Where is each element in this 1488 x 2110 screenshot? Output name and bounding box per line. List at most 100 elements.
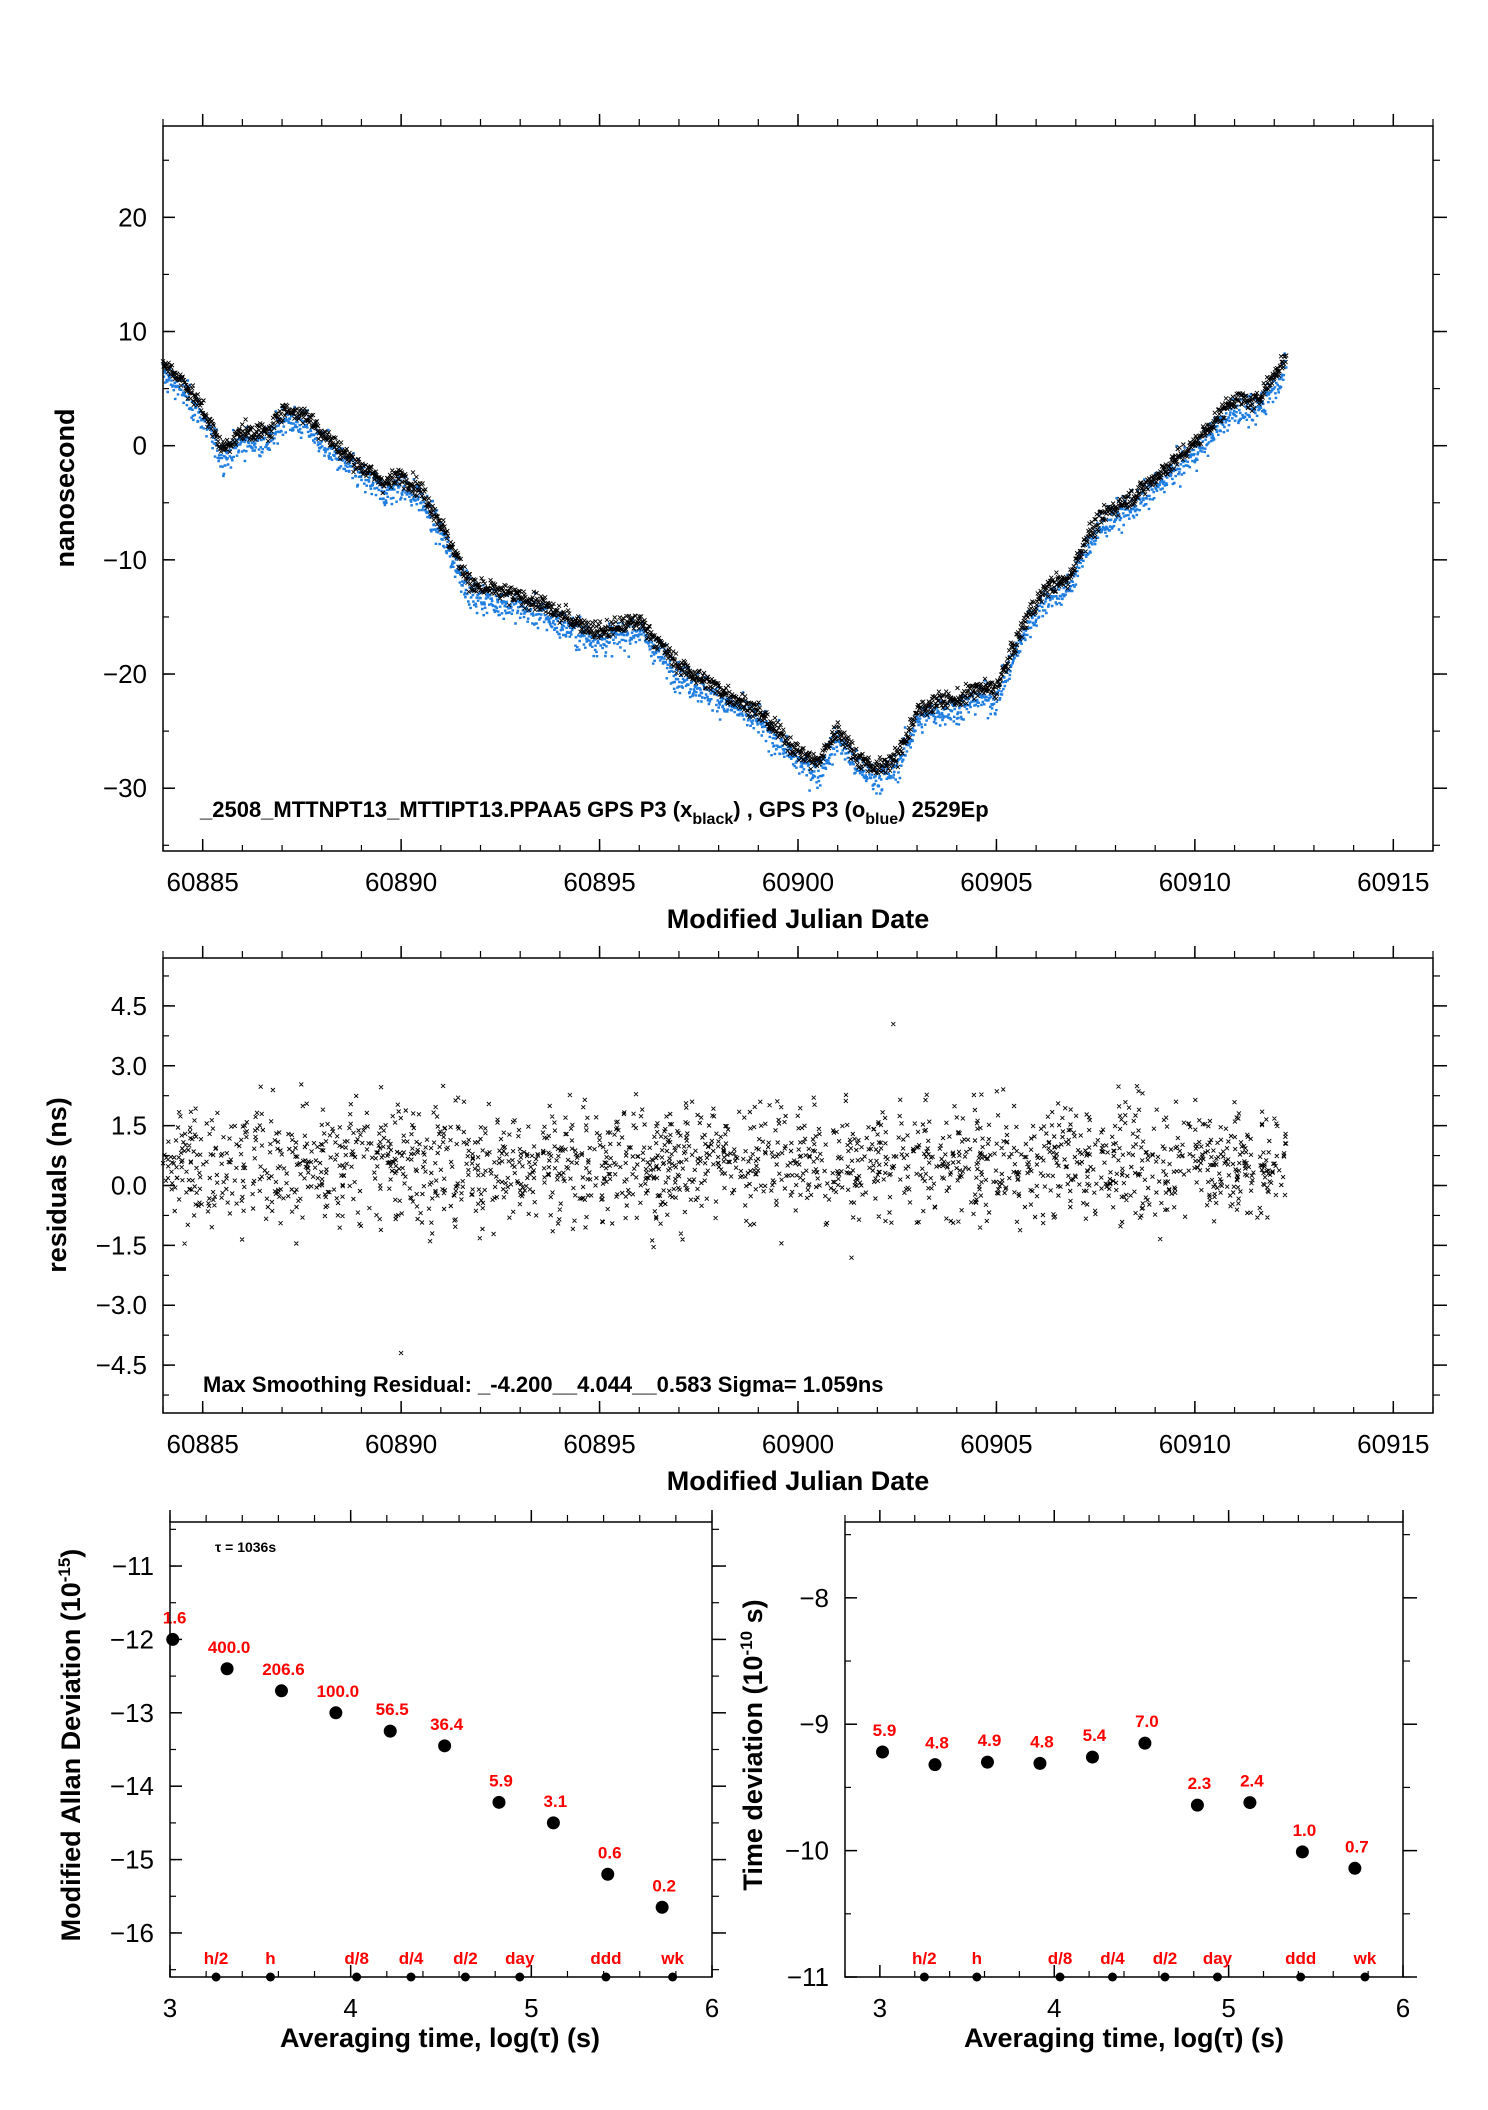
residuals-ticks: 60885 60890 60895 60900 60905 60910 60915 4.5 3.…: [96, 946, 1447, 1459]
timeseries-title: _2508_MTTNPT13_MTTIPT13.PPAA5 GPS P3 (xb…: [199, 797, 989, 828]
tdev-y-label: Time deviation (10-10 s): [737, 1599, 768, 1890]
timescale-marker-label: h/2: [204, 1949, 229, 1968]
stability-point: [438, 1739, 452, 1753]
timescale-marker-label: ddd: [590, 1949, 621, 1968]
stability-point: [546, 1816, 560, 1830]
stability-point: [875, 1745, 889, 1759]
point-value-label: 5.4: [1083, 1726, 1107, 1745]
y-tick-label: −3.0: [96, 1290, 147, 1320]
stability-point: [383, 1724, 397, 1738]
x-tick-label: 60900: [762, 1429, 834, 1459]
y-tick-label: −4.5: [96, 1350, 147, 1380]
stability-point: [1348, 1861, 1362, 1875]
y-tick-label: 0: [133, 431, 147, 461]
stability-point: [220, 1662, 234, 1676]
point-value-label: 2.4: [1240, 1772, 1264, 1791]
y-tick-label: 3.0: [111, 1051, 147, 1081]
y-tick-label: −8: [799, 1583, 829, 1613]
y-tick-label: 20: [118, 202, 147, 232]
timeseries-ticks: 60885 60890 60895 60900 60905 60910 60915 20 10 0…: [103, 114, 1447, 897]
point-value-label: 100.0: [317, 1682, 360, 1701]
title-mid: ) , GPS P3 (o: [733, 797, 865, 822]
point-value-label: 56.5: [376, 1700, 409, 1719]
title-black-sub: black: [692, 811, 733, 828]
tdev-y-label-end: s): [738, 1599, 768, 1631]
point-value-label: 4.9: [978, 1731, 1002, 1750]
residuals-y-label: residuals (ns): [42, 1097, 72, 1273]
tdev-marks: 5.9 4.8 4.9 4.8 5.4 7.0 2.3 2.4 1.0 0.7 h/2 h d/8 d/4…: [873, 1712, 1377, 1982]
mdev-ticks: 3 4 5 6 −11 −12 −13 −14 −15 −16: [110, 1510, 726, 2023]
mdev-y-label-main: Modified Allan Deviation (10: [56, 1582, 86, 1941]
point-value-label: 400.0: [208, 1638, 251, 1657]
timescale-marker-label: d/8: [1048, 1949, 1073, 1968]
x-tick-label: 60910: [1159, 1429, 1231, 1459]
x-tick-label: 60895: [563, 867, 635, 897]
point-value-label: 0.2: [652, 1876, 676, 1895]
y-tick-label: −11: [112, 1551, 154, 1581]
timeseries-x-label: Modified Julian Date: [667, 904, 930, 934]
timescale-marker-label: day: [505, 1949, 535, 1968]
timescale-marker-label: h: [972, 1949, 982, 1968]
residual-marks: [160, 1021, 1289, 1356]
x-tick-label: 4: [343, 1993, 357, 2023]
x-tick-label: 60915: [1357, 1429, 1429, 1459]
x-tick-label: 60885: [167, 1429, 239, 1459]
mdev-marks: 1.6 400.0 206.6 100.0 56.5 36.4 5.9 3.1 0.6 0.2 h/…: [163, 1608, 684, 1982]
title-main: _2508_MTTNPT13_MTTIPT13.PPAA5 GPS P3 (x: [199, 797, 693, 822]
panel-residuals: 60885 60890 60895 60900 60905 60910 60915 4.5 3.…: [42, 946, 1447, 1496]
tau-note: τ = 1036s: [215, 1539, 276, 1555]
panel-timeseries: 60885 60890 60895 60900 60905 60910 60915 20 10 0…: [50, 114, 1447, 934]
timeseries-plot-frame: [162, 125, 1434, 852]
x-tick-label: 3: [873, 1993, 887, 2023]
point-value-label: 1.0: [1293, 1821, 1317, 1840]
x-tick-label: 3: [163, 1993, 177, 2023]
x-tick-label: 60900: [762, 867, 834, 897]
point-value-label: 5.9: [489, 1771, 513, 1790]
residual-points: [160, 1021, 1289, 1356]
y-tick-label: −30: [103, 773, 147, 803]
tdev-y-label-sup: -10: [737, 1631, 756, 1656]
tdev-y-label-main: Time deviation (10: [738, 1656, 768, 1891]
x-tick-label: 60890: [365, 1429, 437, 1459]
tdev-x-label: Averaging time, log(τ) (s): [964, 2023, 1284, 2053]
timescale-marker-label: d/4: [1100, 1949, 1125, 1968]
y-tick-label: −1.5: [96, 1230, 147, 1260]
stability-point: [1243, 1796, 1257, 1810]
timescale-marker-label: d/2: [1153, 1949, 1178, 1968]
y-tick-label: −9: [799, 1709, 829, 1739]
x-tick-label: 60905: [960, 1429, 1032, 1459]
y-tick-label: −12: [110, 1624, 154, 1654]
x-tick-label: 60910: [1159, 867, 1231, 897]
y-tick-label: −10: [785, 1836, 829, 1866]
residuals-annotation: Max Smoothing Residual: _-4.200__4.044__…: [203, 1372, 884, 1397]
point-value-label: 4.8: [925, 1734, 949, 1753]
stability-point: [1138, 1736, 1152, 1750]
y-tick-label: −15: [110, 1845, 154, 1875]
timescale-marker-label: wk: [1353, 1949, 1377, 1968]
point-value-label: 7.0: [1135, 1712, 1159, 1731]
x-tick-label: 6: [705, 1993, 719, 2023]
y-tick-label: 4.5: [111, 991, 147, 1021]
y-tick-label: 0.0: [111, 1171, 147, 1201]
timescale-marker-label: d/4: [399, 1949, 424, 1968]
timescale-marker-label: ddd: [1285, 1949, 1316, 1968]
stability-point: [1085, 1750, 1099, 1764]
point-value-label: 4.8: [1030, 1732, 1054, 1751]
stability-point: [1295, 1845, 1309, 1859]
stability-point: [274, 1684, 288, 1698]
y-tick-label: −11: [787, 1962, 829, 1992]
stability-point: [1033, 1756, 1047, 1770]
x-tick-label: 4: [1047, 1993, 1061, 2023]
x-tick-label: 60905: [960, 867, 1032, 897]
panel-mdev: 1.6 400.0 206.6 100.0 56.5 36.4 5.9 3.1 0.6 0.2 h/…: [55, 1510, 726, 2053]
mdev-y-label-end: ): [56, 1549, 86, 1558]
point-value-label: 0.7: [1345, 1837, 1369, 1856]
stability-point: [980, 1755, 994, 1769]
point-value-label: 2.3: [1188, 1774, 1212, 1793]
residuals-plot-frame: [162, 957, 1434, 1414]
y-tick-label: −14: [110, 1771, 154, 1801]
timescale-marker-label: d/8: [344, 1949, 369, 1968]
mdev-y-label: Modified Allan Deviation (10-15): [55, 1549, 86, 1942]
